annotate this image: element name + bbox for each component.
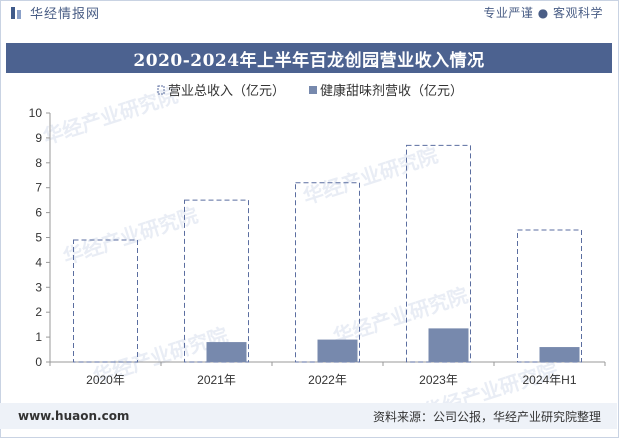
y-tick-label: 8 — [35, 156, 42, 170]
y-tick-label: 3 — [35, 280, 42, 294]
x-tick-label: 2022年 — [308, 373, 347, 387]
legend-label-total: 营业总收入（亿元） — [168, 84, 285, 99]
bar-total-revenue — [184, 199, 249, 363]
legend-swatch-sweetener — [309, 86, 317, 94]
y-tick-label: 1 — [35, 330, 42, 344]
logo-icon — [10, 5, 24, 19]
chart-title: 2020-2024年上半年百龙创园营业收入情况 — [6, 43, 612, 73]
top-bar: 华经情报网 专业严谨 ● 客观科学 — [0, 0, 617, 24]
bar-total-revenue — [517, 229, 582, 363]
brand[interactable]: 华经情报网 — [10, 3, 100, 22]
y-tick-label: 10 — [29, 106, 43, 120]
footer-site-link[interactable]: www.huaon.com — [18, 409, 130, 423]
y-tick-label: 7 — [35, 181, 42, 195]
bar-total-revenue — [73, 239, 138, 363]
bar-sweetener-revenue — [428, 328, 469, 362]
x-tick-label: 2020年 — [86, 373, 125, 387]
x-tick-label: 2021年 — [197, 373, 236, 387]
bar-sweetener-revenue — [317, 339, 358, 362]
legend-swatch-total — [157, 85, 165, 95]
y-tick-label: 9 — [35, 131, 42, 145]
y-tick-label: 2 — [35, 305, 42, 319]
x-tick-label: 2023年 — [419, 373, 458, 387]
x-tick-label: 2024年H1 — [522, 373, 576, 387]
legend-label-sweetener: 健康甜味剂营收（亿元） — [320, 83, 463, 99]
footer: www.huaon.com 资料来源：公司公报，华经产业研究院整理 — [0, 403, 617, 429]
brand-name: 华经情报网 — [30, 6, 101, 22]
tagline: 专业严谨 ● 客观科学 — [483, 5, 603, 20]
bar-sweetener-revenue — [206, 342, 247, 362]
footer-source: 资料来源：公司公报，华经产业研究院整理 — [372, 409, 601, 424]
y-tick-label: 5 — [35, 231, 42, 245]
y-tick-label: 6 — [35, 206, 42, 220]
bar-sweetener-revenue — [539, 347, 580, 362]
y-tick-label: 0 — [35, 355, 42, 369]
y-tick-label: 4 — [35, 255, 42, 269]
bar-total-revenue — [295, 182, 360, 363]
